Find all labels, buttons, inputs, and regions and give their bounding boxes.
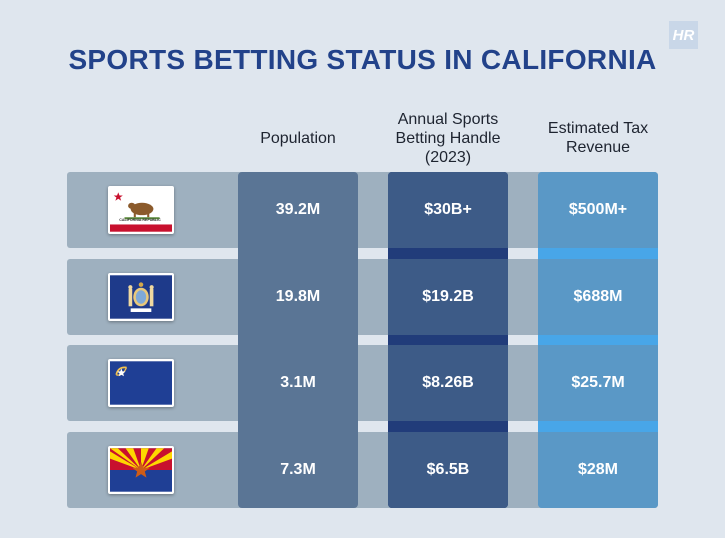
handle-cell: $19.2B: [388, 259, 508, 335]
column-header-handle: Annual Sports Betting Handle (2023): [395, 111, 501, 166]
population-cell: 3.1M: [280, 374, 316, 391]
tax-column: $500M+ $688M $25.7M $28M: [538, 172, 658, 508]
new-york-flag-icon: [108, 273, 174, 321]
handle-column: $30B+ $19.2B $8.26B $6.5B: [388, 172, 508, 508]
hr-logo: HR: [669, 21, 698, 49]
nevada-flag-graphic: [110, 361, 172, 405]
arizona-flag-graphic: [110, 448, 172, 492]
page-title: SPORTS BETTING STATUS IN CALIFORNIA: [68, 44, 657, 75]
column-header-tax: Estimated Tax Revenue: [547, 120, 649, 156]
tax-cell: $500M+: [538, 172, 658, 248]
population-cell: 39.2M: [275, 201, 321, 218]
california-flag-graphic: [110, 188, 172, 232]
population-column: 39.2M 19.8M 3.1M 7.3M: [238, 172, 358, 508]
california-flag-icon: CALIFORNIA REPUBLIC: [108, 186, 174, 234]
nevada-flag-icon: [108, 359, 174, 407]
population-cell: 7.3M: [280, 461, 316, 478]
tax-cell: $688M: [538, 259, 658, 335]
arizona-flag-icon: [108, 446, 174, 494]
handle-cell: $30B+: [388, 172, 508, 248]
column-header-population: Population: [260, 130, 336, 147]
new-york-flag-graphic: [110, 275, 172, 319]
california-flag-text: CALIFORNIA REPUBLIC: [119, 218, 161, 222]
handle-cell: $8.26B: [388, 345, 508, 421]
handle-cell: $6.5B: [388, 432, 508, 508]
tax-cell: $28M: [538, 432, 658, 508]
tax-cell: $25.7M: [538, 345, 658, 421]
population-cell: 19.8M: [275, 288, 321, 305]
